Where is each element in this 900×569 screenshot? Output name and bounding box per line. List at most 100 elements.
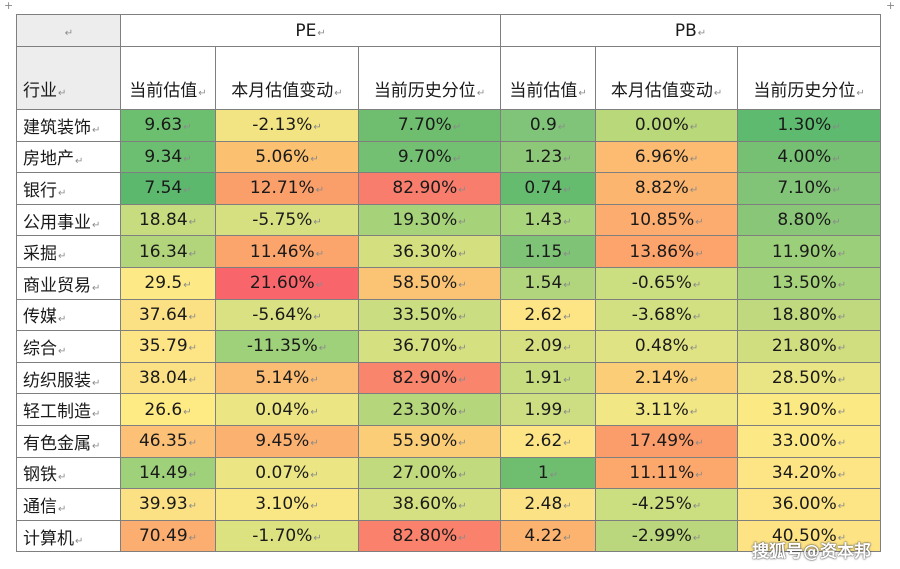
pb-percentile-cell: 28.50%↵	[737, 361, 882, 395]
pe-change-cell: 0.07%↵	[215, 456, 359, 490]
pb-current-cell: 0.9↵	[500, 109, 597, 142]
pb-percentile-cell: 40.50%↵	[737, 519, 882, 553]
pb-change-cell: 6.96%↵	[595, 140, 739, 174]
table-row: 建筑装饰↵ 9.63↵ -2.13%↵ 7.70%↵ 0.9↵ 0.00%↵ 1.30%↵	[16, 109, 882, 142]
pe-change-cell: 12.71%↵	[215, 172, 359, 205]
pe-percentile-cell: 36.70%↵	[357, 330, 502, 363]
pb-current-cell: 1↵	[500, 456, 597, 490]
header-row-columns: 行业↵ 当前估值↵ 本月估值变动↵ 当前历史分位↵ 当前估值↵ 本月估值变动↵ …	[16, 46, 882, 110]
pb-percentile-cell: 1.30%↵	[737, 109, 882, 142]
pb-change-cell: 11.11%↵	[595, 456, 739, 490]
pb-current-cell: 2.09↵	[500, 330, 597, 363]
pe-change-cell: 9.45%↵	[215, 424, 359, 458]
industry-cell: 综合↵	[16, 330, 121, 363]
valuation-table: ↵ PE↵ PB↵ 行业↵ 当前估值↵ 本月估值变动↵ 当前历史分位↵ 当前估值…	[16, 14, 882, 553]
header-pb-percentile: 当前历史分位↵	[737, 46, 882, 110]
header-industry: 行业↵	[16, 46, 121, 110]
pe-percentile-cell: 82.80%↵	[357, 519, 502, 553]
pe-current-cell: 9.63↵	[120, 109, 216, 142]
pe-current-cell: 38.04↵	[120, 361, 216, 395]
pe-current-cell: 18.84↵	[120, 203, 216, 237]
pb-change-cell: 13.86%↵	[595, 235, 739, 268]
pb-current-cell: 4.22↵	[500, 519, 597, 553]
pe-current-cell: 16.34↵	[120, 235, 216, 268]
pe-percentile-cell: 7.70%↵	[357, 109, 502, 142]
industry-cell: 通信↵	[16, 488, 121, 521]
pb-change-cell: 17.49%↵	[595, 424, 739, 458]
industry-cell: 建筑装饰↵	[16, 109, 121, 142]
pb-percentile-cell: 4.00%↵	[737, 140, 882, 174]
pe-current-cell: 26.6↵	[120, 393, 216, 426]
table-row: 纺织服装↵ 38.04↵ 5.14%↵ 82.90%↵ 1.91↵ 2.14%↵ 28.50…	[16, 361, 882, 395]
pb-change-cell: -4.25%↵	[595, 488, 739, 521]
table-row: 轻工制造↵ 26.6↵ 0.04%↵ 23.30%↵ 1.99↵ 3.11%↵ 31.90%…	[16, 393, 882, 426]
pb-change-cell: -0.65%↵	[595, 266, 739, 300]
pe-percentile-cell: 19.30%↵	[357, 203, 502, 237]
pb-current-cell: 2.62↵	[500, 424, 597, 458]
pb-percentile-cell: 36.00%↵	[737, 488, 882, 521]
pe-current-cell: 39.93↵	[120, 488, 216, 521]
pb-percentile-cell: 8.80%↵	[737, 203, 882, 237]
pe-percentile-cell: 33.50%↵	[357, 298, 502, 332]
pe-current-cell: 46.35↵	[120, 424, 216, 458]
pe-percentile-cell: 82.90%↵	[357, 172, 502, 205]
pb-change-cell: 8.82%↵	[595, 172, 739, 205]
table-row: 通信↵ 39.93↵ 3.10%↵ 38.60%↵ 2.48↵ -4.25%↵ 36.00%…	[16, 488, 882, 521]
industry-cell: 银行↵	[16, 172, 121, 205]
pe-change-cell: 5.14%↵	[215, 361, 359, 395]
pe-change-cell: 21.60%↵	[215, 266, 359, 300]
pe-percentile-cell: 58.50%↵	[357, 266, 502, 300]
industry-cell: 房地产↵	[16, 140, 121, 174]
pe-change-cell: 11.46%↵	[215, 235, 359, 268]
pb-current-cell: 1.99↵	[500, 393, 597, 426]
pe-percentile-cell: 23.30%↵	[357, 393, 502, 426]
pb-current-cell: 0.74↵	[500, 172, 597, 205]
table-row: 房地产↵ 9.34↵ 5.06%↵ 9.70%↵ 1.23↵ 6.96%↵ 4.00%↵	[16, 140, 882, 174]
pe-change-cell: -5.75%↵	[215, 203, 359, 237]
industry-cell: 采掘↵	[16, 235, 121, 268]
pb-change-cell: 0.00%↵	[595, 109, 739, 142]
header-pe-percentile: 当前历史分位↵	[357, 46, 502, 110]
pe-change-cell: -1.70%↵	[215, 519, 359, 553]
table-row: 银行↵ 7.54↵ 12.71%↵ 82.90%↵ 0.74↵ 8.82%↵ 7.10%↵	[16, 172, 882, 205]
pe-change-cell: 3.10%↵	[215, 488, 359, 521]
pb-percentile-cell: 7.10%↵	[737, 172, 882, 205]
pe-change-cell: -11.35%↵	[215, 330, 359, 363]
pb-percentile-cell: 11.90%↵	[737, 235, 882, 268]
pb-current-cell: 2.62↵	[500, 298, 597, 332]
pb-change-cell: 3.11%↵	[595, 393, 739, 426]
header-pe-change: 本月估值变动↵	[215, 46, 359, 110]
corner-mark-top-right: +	[886, 0, 896, 12]
header-pe-current: 当前估值↵	[120, 46, 216, 110]
pb-current-cell: 1.23↵	[500, 140, 597, 174]
pb-percentile-cell: 21.80%↵	[737, 330, 882, 363]
pb-change-cell: 2.14%↵	[595, 361, 739, 395]
industry-cell: 商业贸易↵	[16, 266, 121, 300]
table-row: 计算机↵ 70.49↵ -1.70%↵ 82.80%↵ 4.22↵ -2.99%↵ 40.5…	[16, 519, 882, 553]
table-row: 传媒↵ 37.64↵ -5.64%↵ 33.50%↵ 2.62↵ -3.68%↵ 18.80…	[16, 298, 882, 332]
pb-change-cell: -2.99%↵	[595, 519, 739, 553]
pe-change-cell: 0.04%↵	[215, 393, 359, 426]
industry-cell: 钢铁↵	[16, 456, 121, 490]
header-corner-cell: ↵	[16, 14, 121, 47]
pb-current-cell: 1.91↵	[500, 361, 597, 395]
pb-current-cell: 1.54↵	[500, 266, 597, 300]
pb-percentile-cell: 31.90%↵	[737, 393, 882, 426]
corner-mark-top-left: +	[4, 0, 14, 12]
watermark-text: 搜狐号@资本邦	[752, 542, 871, 562]
pe-current-cell: 7.54↵	[120, 172, 216, 205]
table-row: 公用事业↵ 18.84↵ -5.75%↵ 19.30%↵ 1.43↵ 10.85%↵ 8.8…	[16, 203, 882, 237]
pe-current-cell: 29.5↵	[120, 266, 216, 300]
pb-current-cell: 2.48↵	[500, 488, 597, 521]
pe-current-cell: 9.34↵	[120, 140, 216, 174]
pe-current-cell: 14.49↵	[120, 456, 216, 490]
pb-current-cell: 1.15↵	[500, 235, 597, 268]
pe-current-cell: 70.49↵	[120, 519, 216, 553]
pe-current-cell: 37.64↵	[120, 298, 216, 332]
table-row: 综合↵ 35.79↵ -11.35%↵ 36.70%↵ 2.09↵ 0.48%↵ 21.80…	[16, 330, 882, 363]
industry-cell: 纺织服装↵	[16, 361, 121, 395]
table-row: 钢铁↵ 14.49↵ 0.07%↵ 27.00%↵ 1↵ 11.11%↵ 34.20%↵	[16, 456, 882, 490]
pb-change-cell: 10.85%↵	[595, 203, 739, 237]
industry-cell: 公用事业↵	[16, 203, 121, 237]
table-row: 商业贸易↵ 29.5↵ 21.60%↵ 58.50%↵ 1.54↵ -0.65%↵ 13.5…	[16, 266, 882, 300]
